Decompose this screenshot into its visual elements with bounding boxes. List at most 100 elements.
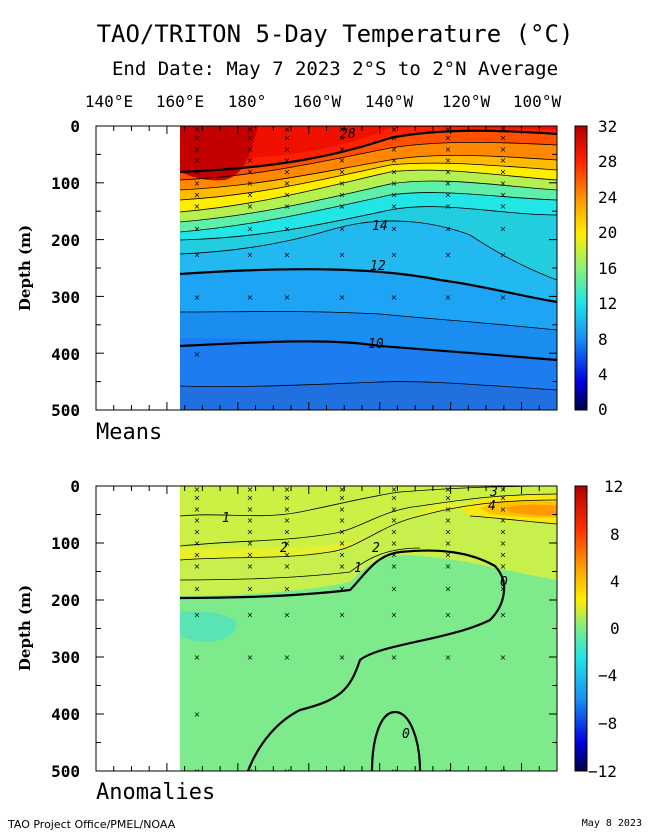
sample-mark: × <box>339 493 346 502</box>
cb-bot-12: 12 <box>604 477 623 496</box>
means-ytick-200: 200 <box>51 231 80 250</box>
anomalies-contour-labels: 1 2 2 1 0 3 4 0 <box>222 486 508 742</box>
sample-mark: × <box>284 156 291 165</box>
sample-mark: × <box>500 133 507 142</box>
sample-mark: × <box>500 293 507 302</box>
means-colorbar-ticks: 32 28 24 20 16 12 8 4 0 <box>598 117 617 419</box>
lon-label-140e: 140°E <box>84 92 134 111</box>
cb-bot-m12: −12 <box>588 762 617 781</box>
contour-label-12: 12 <box>370 259 386 274</box>
sample-mark: × <box>500 550 507 559</box>
sample-mark: × <box>194 156 201 165</box>
cb-top-32: 32 <box>598 117 617 136</box>
sample-mark: × <box>194 407 201 416</box>
sample-mark: × <box>445 767 452 776</box>
sample-mark: × <box>247 767 254 776</box>
sample-mark: × <box>500 190 507 199</box>
sample-mark: × <box>247 202 254 211</box>
cb-top-4: 4 <box>598 365 608 384</box>
sample-mark: × <box>500 516 507 525</box>
anomalies-field: 1 2 2 1 0 3 4 0 ××××××××××××××××××××××××… <box>180 485 557 776</box>
sample-mark: × <box>339 485 346 494</box>
sample-mark: × <box>284 610 291 619</box>
cb-top-28: 28 <box>598 152 617 171</box>
sample-mark: × <box>247 505 254 514</box>
sample-mark: × <box>339 610 346 619</box>
sample-mark: × <box>339 562 346 571</box>
footer-credit: TAO Project Office/PMEL/NOAA <box>8 818 176 831</box>
means-contour-labels: 28 14 12 10 <box>340 127 388 352</box>
anomalies-panel-label: Anomalies <box>96 780 216 805</box>
sample-mark: × <box>391 493 398 502</box>
means-ytick-100: 100 <box>51 174 80 193</box>
sample-mark: × <box>339 202 346 211</box>
sample-mark: × <box>284 125 291 134</box>
sample-mark: × <box>194 767 201 776</box>
sample-mark: × <box>247 145 254 154</box>
sample-mark: × <box>247 528 254 537</box>
sample-mark: × <box>391 610 398 619</box>
sample-mark: × <box>247 539 254 548</box>
sample-mark: × <box>194 250 201 259</box>
sample-mark: × <box>284 653 291 662</box>
sample-mark: × <box>247 550 254 559</box>
sample-mark: × <box>194 293 201 302</box>
sample-mark: × <box>445 516 452 525</box>
sample-mark: × <box>284 133 291 142</box>
anom-ytick-0: 0 <box>70 477 80 496</box>
sample-mark: × <box>194 179 201 188</box>
sample-mark: × <box>445 225 452 234</box>
sample-mark: × <box>194 550 201 559</box>
sample-mark: × <box>339 585 346 594</box>
sample-mark: × <box>194 125 201 134</box>
anom-ytick-500: 500 <box>51 762 80 781</box>
sample-mark: × <box>500 653 507 662</box>
sample-mark: × <box>391 550 398 559</box>
sample-mark: × <box>445 145 452 154</box>
anomalies-sample-marks: × × × × × × × × × × × × × × × × × × × × × × × × × × × × × × × × × × × × × × × ×… <box>194 485 507 776</box>
sample-mark: × <box>194 133 201 142</box>
sample-mark: × <box>247 125 254 134</box>
sample-mark: × <box>194 710 201 719</box>
sample-mark: × <box>284 562 291 571</box>
sample-mark: × <box>445 505 452 514</box>
sample-mark: × <box>284 767 291 776</box>
sample-mark: × <box>247 225 254 234</box>
sample-mark: × <box>339 179 346 188</box>
anom-ytick-300: 300 <box>51 648 80 667</box>
sample-mark: × <box>247 250 254 259</box>
sample-mark: × <box>247 562 254 571</box>
sample-mark: × <box>391 145 398 154</box>
sample-mark: × <box>391 293 398 302</box>
sample-mark: × <box>500 156 507 165</box>
means-ytick-0: 0 <box>70 117 80 136</box>
sample-mark: × <box>339 156 346 165</box>
sample-mark: × <box>284 179 291 188</box>
sample-mark: × <box>445 485 452 494</box>
anom-ytick-400: 400 <box>51 705 80 724</box>
sample-mark: × <box>445 610 452 619</box>
sample-mark: × <box>445 202 452 211</box>
sample-mark: × <box>500 145 507 154</box>
sample-mark: × <box>391 190 398 199</box>
sample-mark: × <box>445 528 452 537</box>
sample-mark: × <box>194 516 201 525</box>
sample-mark: × <box>445 168 452 177</box>
sample-mark: × <box>247 293 254 302</box>
sample-mark: × <box>445 550 452 559</box>
sample-mark: × <box>500 539 507 548</box>
lon-label-120w: 120°W <box>441 92 491 111</box>
sample-mark: × <box>445 250 452 259</box>
sample-mark: × <box>339 653 346 662</box>
sample-mark: × <box>500 125 507 134</box>
sample-mark: × <box>284 225 291 234</box>
sample-mark: × <box>339 133 346 142</box>
sample-mark: × <box>445 562 452 571</box>
sample-mark: × <box>500 528 507 537</box>
sample-mark: × <box>284 539 291 548</box>
means-sample-marks: ××××××××××××××××××××××××××××××××××××××××… <box>194 125 507 416</box>
anom-contour-label-4: 4 <box>488 499 496 514</box>
sample-mark: × <box>500 767 507 776</box>
cb-top-8: 8 <box>598 330 608 349</box>
sample-mark: × <box>247 585 254 594</box>
